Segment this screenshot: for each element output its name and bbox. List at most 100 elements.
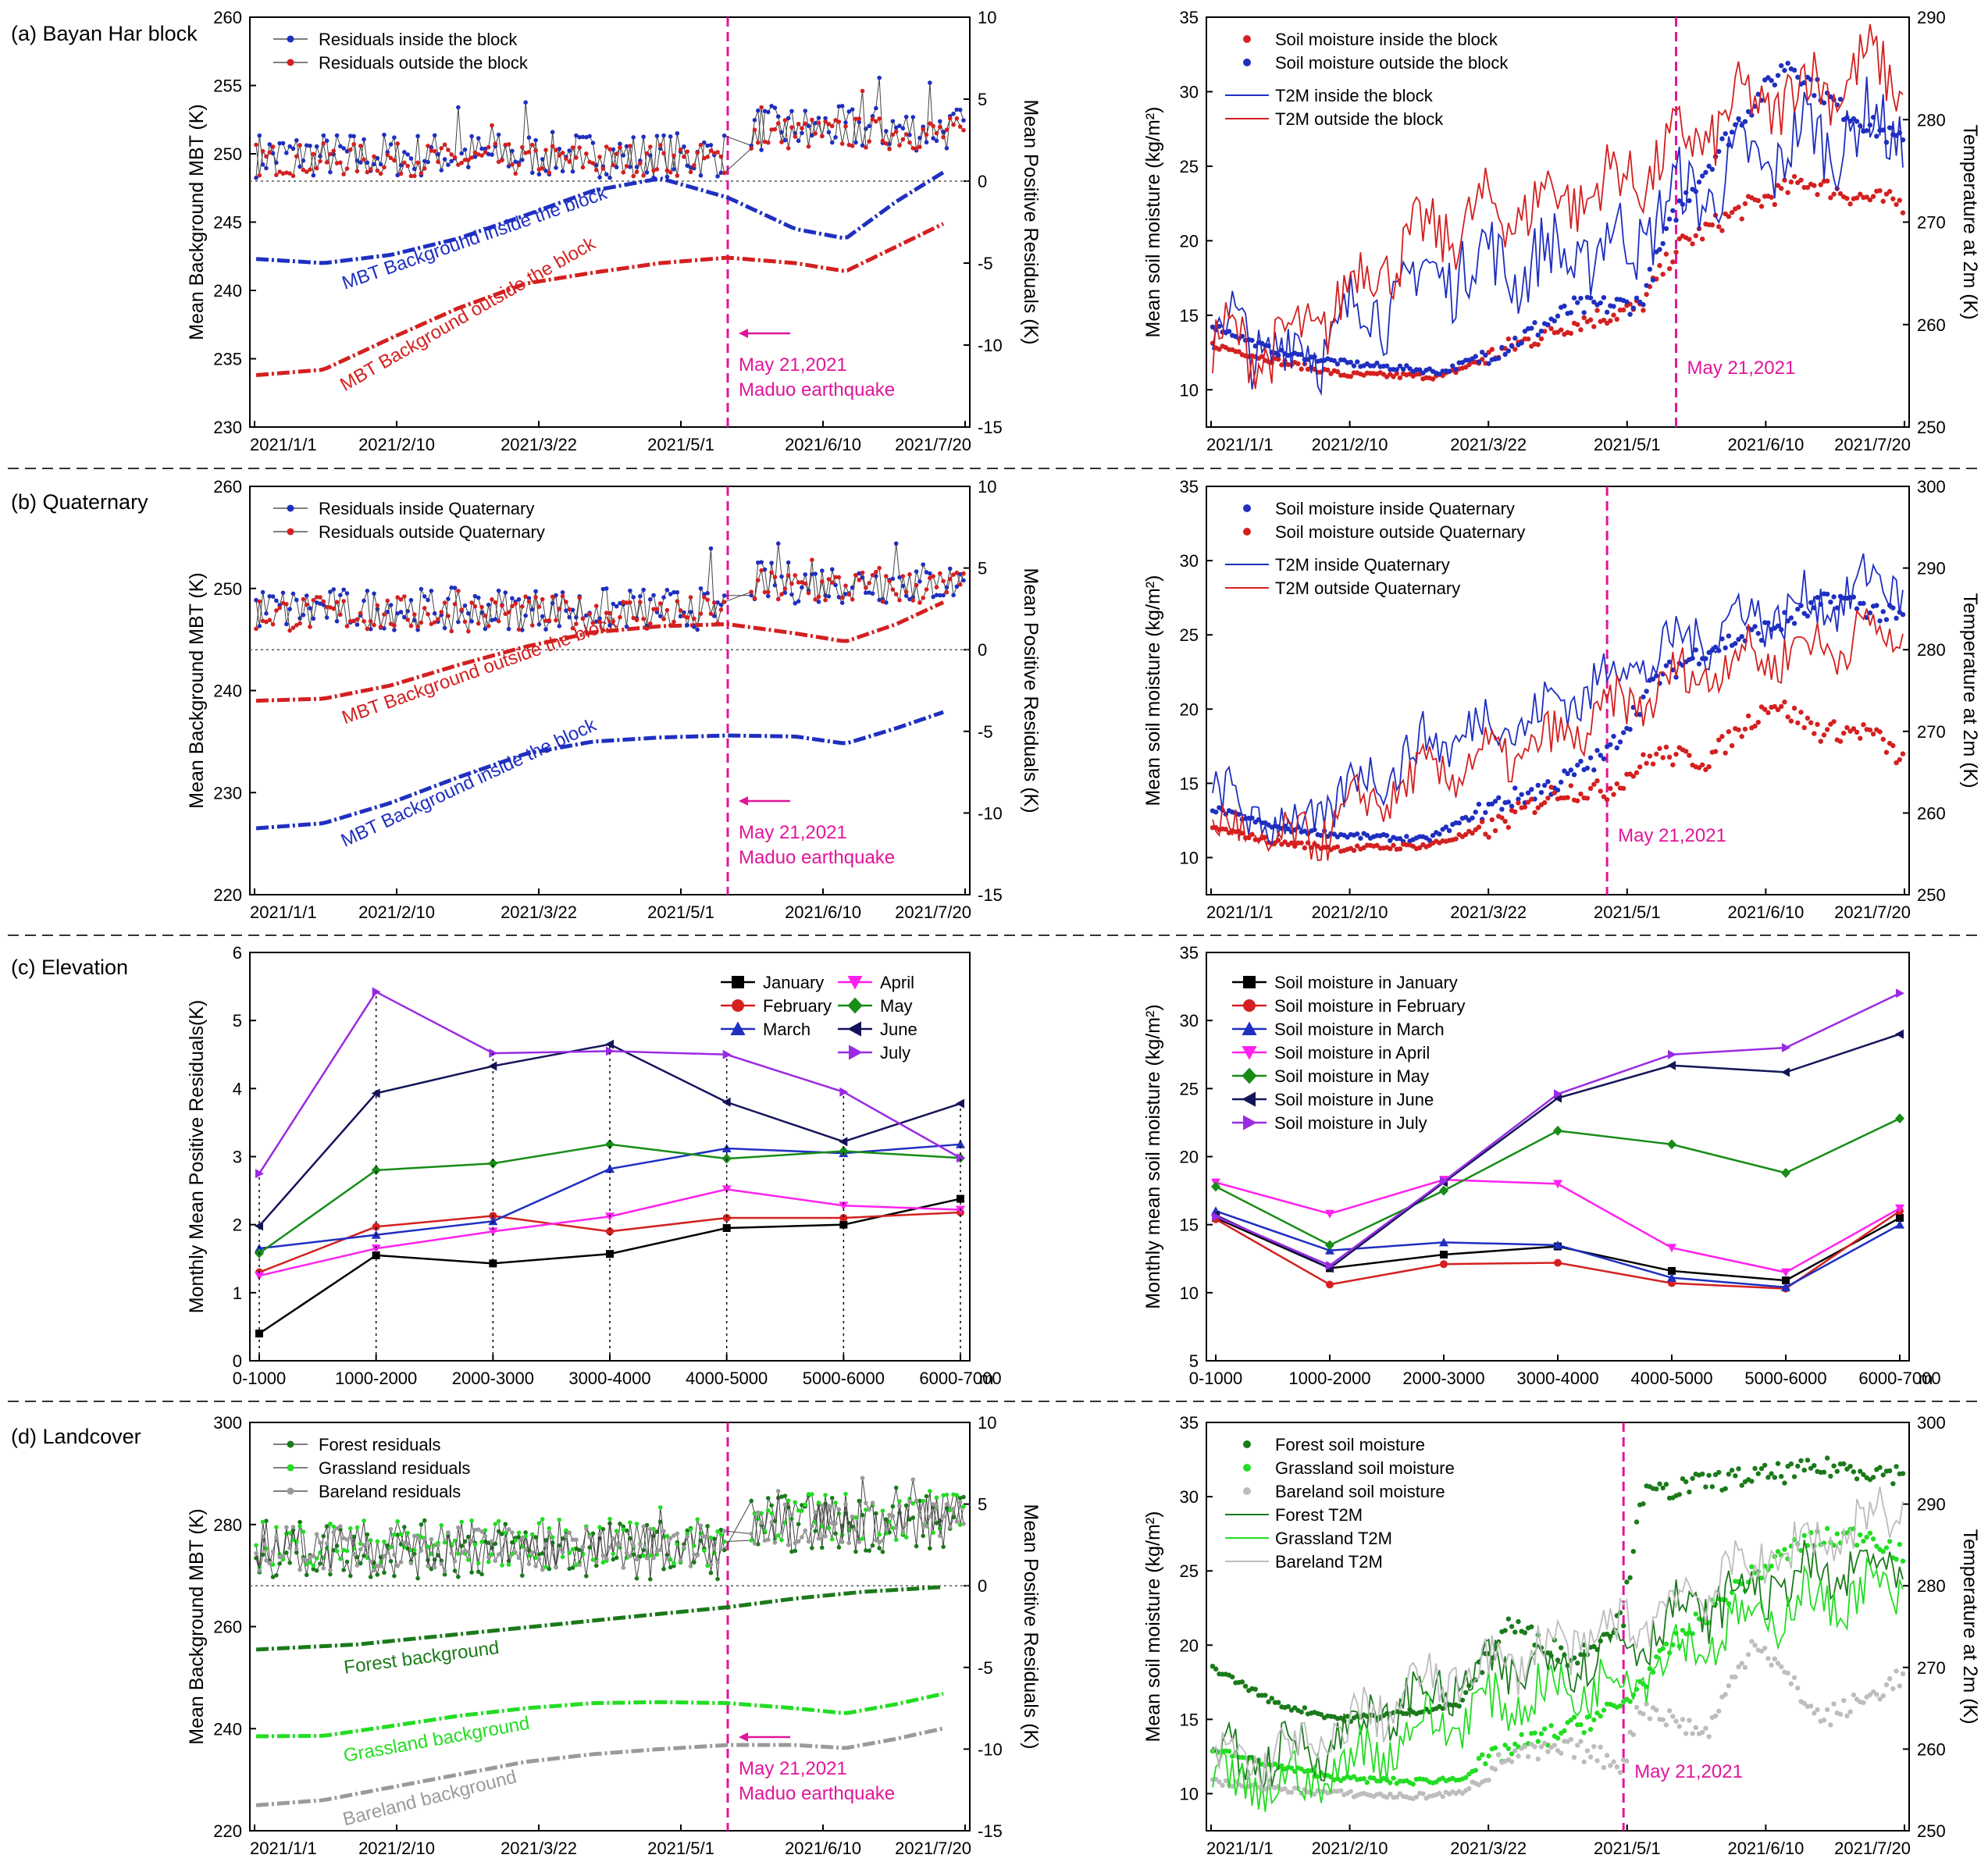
c-left-xtick-label: 0-1000	[233, 1369, 287, 1388]
a-left-series-residuals-outside-the-block-point	[947, 116, 953, 121]
a-right-xtick-label: 2021/7/20	[1834, 435, 1911, 454]
a-left-series-residuals-outside-the-block-point	[897, 143, 902, 148]
a-left-series-residuals-outside-the-block-point	[550, 144, 555, 149]
d-right-series-bareland-soil-moisture-point	[1769, 1662, 1774, 1668]
a-right-series-soil-moisture-outside-the-block-point	[1634, 295, 1640, 301]
d-left-series-forest-residuals-point	[921, 1533, 926, 1539]
c-left-legend-entry: June	[838, 1020, 917, 1039]
b-right-series-soil-moisture-inside-quaternary-point	[1736, 636, 1741, 643]
d-left-series-grassland-residuals-point	[304, 1561, 309, 1567]
c-right-marker	[1242, 1067, 1257, 1084]
d-left-series-forest-residuals-point	[775, 1495, 781, 1501]
d-right-series-forest-soil-moisture-point	[1749, 1479, 1755, 1484]
b-right-series-soil-moisture-outside-quaternary-point	[1752, 723, 1758, 729]
b-right-series-soil-moisture-inside-quaternary-point	[1529, 786, 1534, 792]
b-left-series-residuals-inside-quaternary-point	[675, 589, 680, 595]
b-right-series-soil-moisture-inside-quaternary-point	[1512, 785, 1518, 791]
d-left-series-bareland-residuals-point	[270, 1549, 276, 1554]
d-right-series-forest-soil-moisture-point	[1795, 1463, 1801, 1469]
b-left-series-residuals-outside-quaternary-point	[398, 597, 404, 602]
d-left-series-bareland-residuals-point	[529, 1550, 535, 1555]
c-right-xtick-label: 3000-4000	[1516, 1369, 1598, 1388]
a-left-series-residuals-inside-the-block-point	[290, 146, 296, 151]
c-right-marker	[1781, 1282, 1790, 1291]
d-left-series-bareland-residuals-point	[887, 1512, 892, 1518]
c-left-marker	[606, 1227, 614, 1236]
a-right-series-soil-moisture-outside-the-block-point	[1765, 75, 1771, 80]
a-right-series-soil-moisture-outside-the-block-point	[1696, 180, 1702, 185]
a-right-event-label: May 21,2021	[1687, 358, 1796, 379]
a-left-series-residuals-inside-the-block-point	[341, 146, 346, 151]
a-right-series-soil-moisture-inside-the-block-point	[1259, 354, 1265, 359]
d-left-series-bareland-residuals-point	[314, 1532, 319, 1536]
b-right-series-soil-moisture-outside-quaternary-point	[1299, 840, 1304, 846]
b-left-series-residuals-outside-quaternary-point	[692, 616, 697, 621]
b-right-series-soil-moisture-inside-quaternary-point	[1788, 615, 1794, 621]
d-left-series-bareland-residuals-point	[408, 1561, 414, 1566]
c-left-marker	[957, 1153, 965, 1163]
d-left-legend-swatch-dot	[287, 1440, 294, 1448]
c-left-xtick-label: 2000-3000	[452, 1369, 534, 1388]
a-right-series-soil-moisture-outside-the-block-point	[1641, 302, 1646, 308]
b-right-series-soil-moisture-outside-quaternary-point	[1591, 781, 1597, 787]
b-left-series-residuals-inside-quaternary-point	[284, 621, 289, 627]
d-left-series-bareland-residuals-point	[954, 1519, 960, 1524]
b-left-series-residuals-outside-quaternary-point	[284, 601, 289, 607]
a-left-series-residuals-inside-the-block-point	[466, 165, 471, 169]
d-right-series-forest-soil-moisture-point	[1516, 1618, 1521, 1625]
a-left-series-residuals-inside-the-block-point	[769, 104, 774, 109]
d-left-series-grassland-residuals-point	[297, 1524, 302, 1529]
d-left-series-bareland-residuals-point	[857, 1540, 862, 1544]
d-right-y2label: Temperature at 2m (K)	[1959, 1529, 1981, 1724]
c-left-marker	[605, 1164, 615, 1173]
b-left-series-residuals-outside-quaternary-point	[944, 589, 949, 595]
a-right-series-soil-moisture-inside-the-block-point	[1818, 182, 1823, 187]
b-left-series-residuals-inside-quaternary-point	[954, 584, 960, 589]
b-left-series-residuals-outside-quaternary-point	[314, 595, 319, 600]
b-left-series-residuals-inside-quaternary-point	[618, 600, 622, 606]
b-left-series-residuals-outside-quaternary-point	[486, 624, 491, 628]
a-left-series-residuals-outside-the-block-point	[853, 116, 858, 122]
d-left-series-bareland-residuals-point	[287, 1546, 292, 1550]
d-left-series-forest-residuals-point	[928, 1546, 932, 1551]
d-left-series-forest-residuals-point	[402, 1525, 407, 1529]
a-left-event-arrowhead	[739, 329, 748, 338]
a-right-series-soil-moisture-outside-the-block-point	[1486, 361, 1491, 366]
b-left-series-residuals-outside-quaternary-point	[587, 611, 592, 617]
d-right-series-grassland-soil-moisture-point	[1377, 1778, 1383, 1784]
b-right-series-soil-moisture-inside-quaternary-point	[1723, 645, 1728, 651]
d-right-series-forest-soil-moisture-point	[1772, 1475, 1778, 1480]
d-right-series-grassland-soil-moisture-point	[1867, 1530, 1873, 1536]
c-right-marker	[1895, 1113, 1904, 1124]
b-left-series-residuals-outside-quaternary-point	[682, 614, 686, 618]
a-left-series-residuals-outside-the-block-point	[850, 144, 855, 148]
b-right-legend-swatch-dot	[1243, 528, 1251, 536]
a-left-series-residuals-inside-the-block-point	[496, 132, 501, 137]
a-left-series-residuals-inside-the-block-point	[843, 120, 848, 125]
a-left-series-residuals-inside-the-block-point	[604, 172, 609, 177]
d-right-series-forest-soil-moisture-point	[1680, 1476, 1686, 1482]
b-right-series-soil-moisture-outside-quaternary-point	[1476, 824, 1482, 830]
b-right-series-soil-moisture-inside-quaternary-point	[1584, 765, 1591, 771]
d-right-legend-label: Grassland T2M	[1275, 1529, 1392, 1548]
d-right-series-bareland-soil-moisture-point	[1712, 1713, 1719, 1719]
b-right-series-soil-moisture-inside-quaternary-point	[1815, 595, 1820, 600]
a-right-series-soil-moisture-inside-the-block-point	[1805, 184, 1811, 190]
d-right-xtick-label: 2021/7/20	[1834, 1839, 1911, 1858]
b-right-series-soil-moisture-outside-quaternary-point	[1844, 724, 1850, 731]
a-right-series-soil-moisture-inside-the-block-point	[1295, 361, 1301, 367]
a-left-series-residuals-inside-the-block-point	[378, 162, 383, 167]
d-right-series-forest-soil-moisture-point	[1877, 1465, 1883, 1470]
d-left-series-bareland-residuals	[254, 1476, 966, 1573]
c-right-marker	[1667, 1273, 1676, 1282]
d-left-series-grassland-residuals-point	[752, 1511, 757, 1516]
d-right-series-bareland-soil-moisture-point	[1847, 1709, 1853, 1714]
a-left-y2tick-label: 10	[978, 8, 996, 27]
d-left-series-bareland-residuals-point	[543, 1542, 548, 1547]
d-left-series-grassland-residuals-point	[618, 1545, 622, 1550]
d-right-series-bareland-soil-moisture-point	[1851, 1692, 1857, 1698]
a-right-series-soil-moisture-inside-the-block-point	[1815, 191, 1820, 198]
d-left-series-grassland-residuals-point	[672, 1561, 676, 1566]
b-right-xtick-label: 2021/6/10	[1727, 902, 1804, 922]
